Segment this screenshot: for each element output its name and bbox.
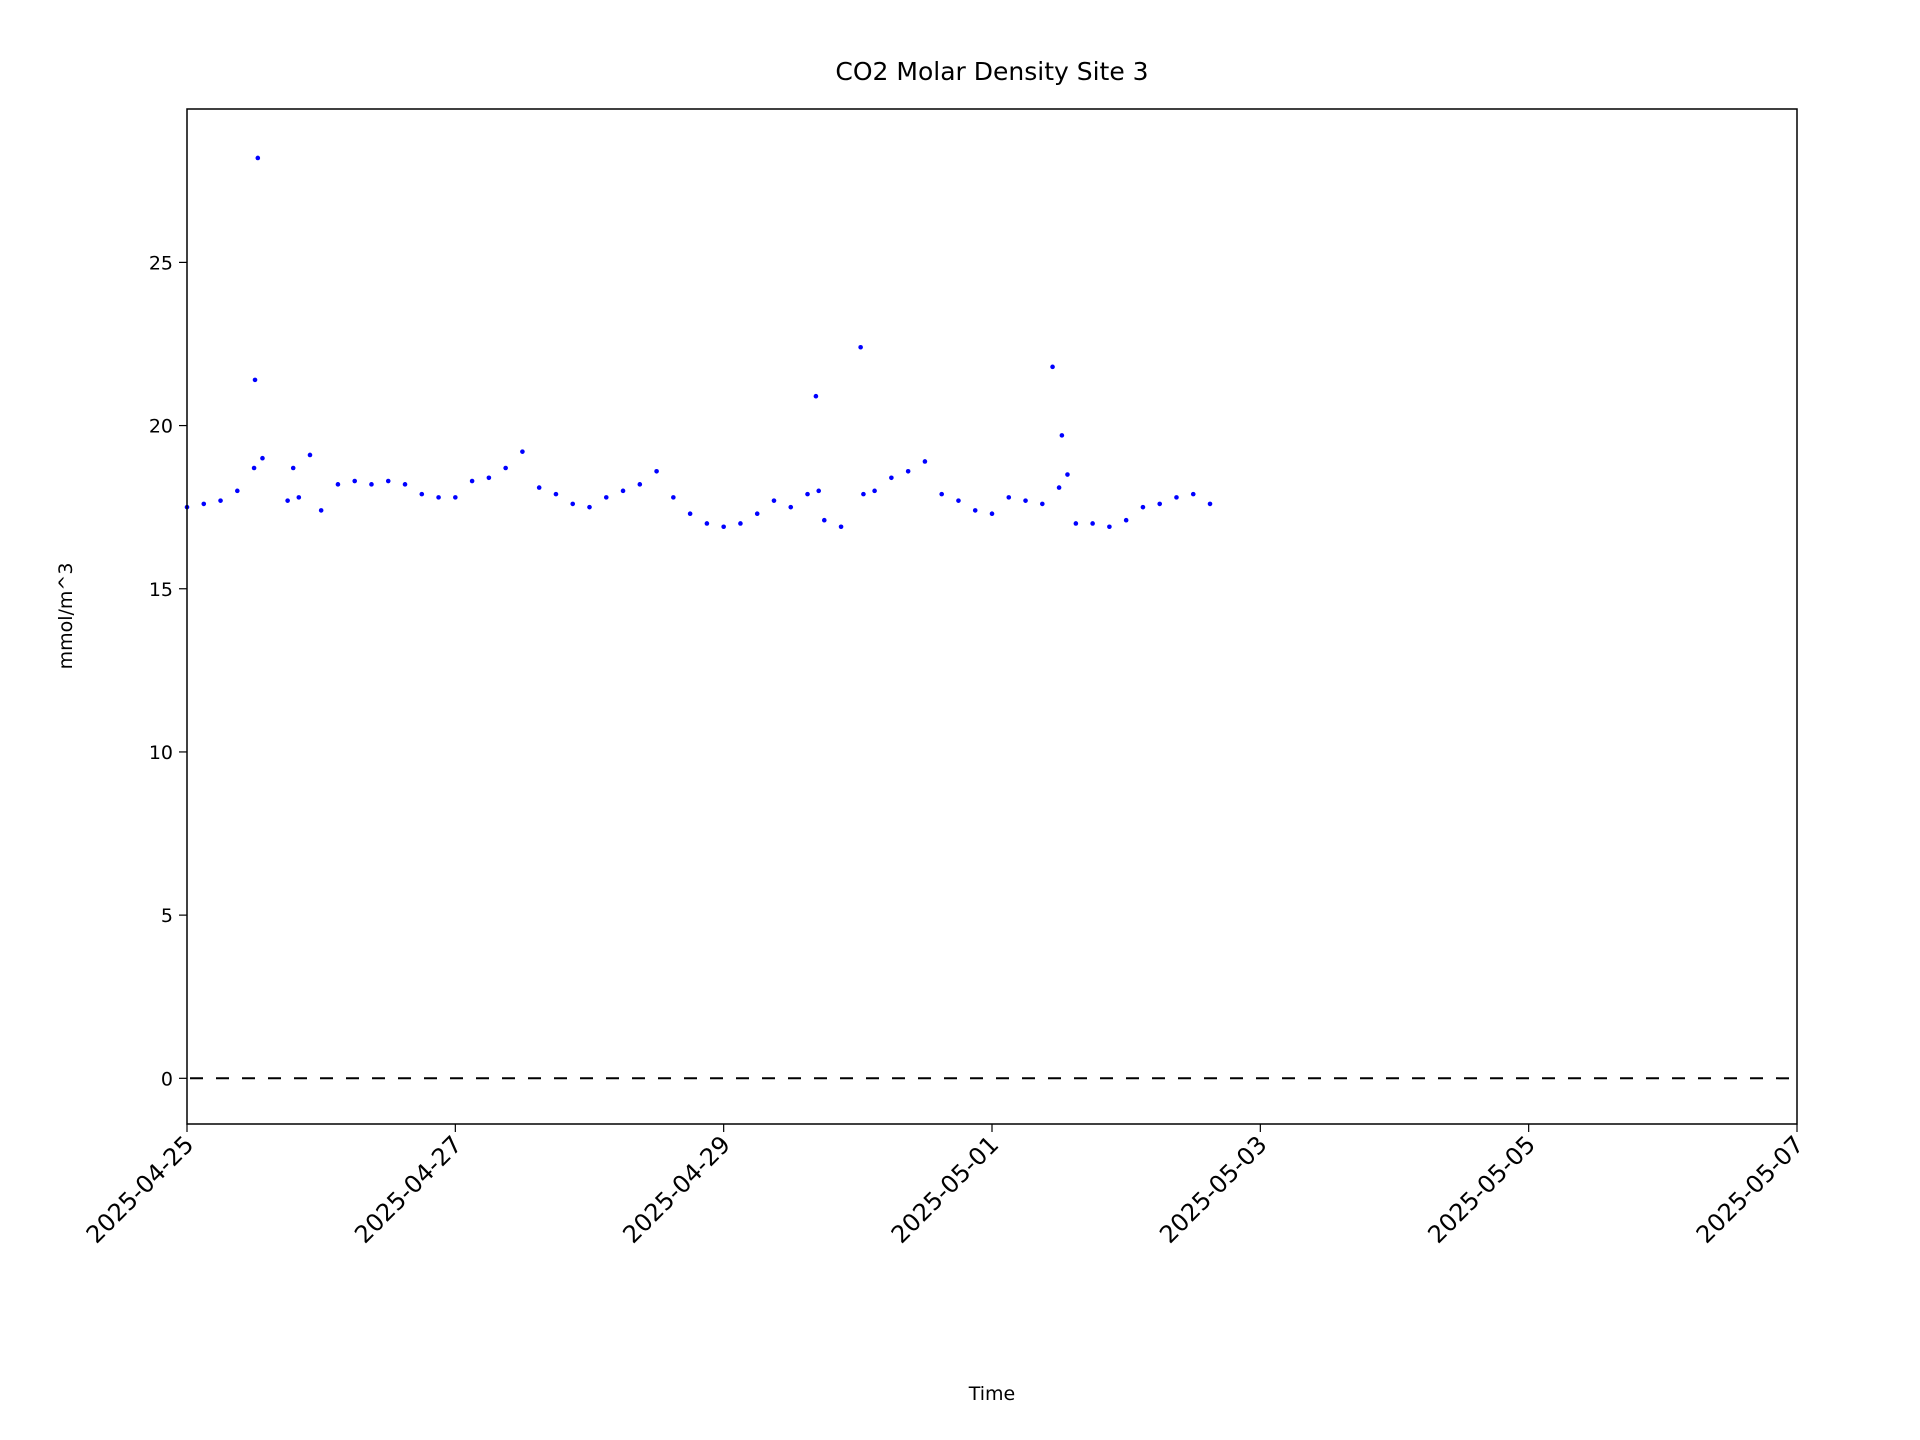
data-point (436, 495, 441, 500)
data-point (1140, 504, 1146, 510)
data-point (838, 524, 844, 530)
data-point (587, 504, 592, 510)
x-tick-label: 2025-05-05 (1422, 1130, 1540, 1248)
data-point (553, 491, 559, 497)
data-point (637, 482, 643, 487)
data-point (771, 498, 777, 503)
data-point (352, 478, 358, 484)
y-tick-label: 0 (161, 1068, 173, 1090)
data-point (1090, 521, 1095, 526)
data-point (296, 495, 302, 500)
data-point (861, 491, 866, 497)
data-point (872, 488, 877, 494)
data-point (1174, 495, 1179, 500)
data-point (704, 521, 710, 526)
chart-title: CO2 Molar Density Site 3 (835, 57, 1148, 86)
data-point (816, 488, 822, 494)
data-point (235, 488, 240, 494)
data-point (889, 475, 894, 481)
y-tick-label: 5 (161, 905, 173, 927)
y-axis-label: mmol/m^3 (55, 563, 77, 670)
data-point (1065, 472, 1070, 477)
data-point (290, 465, 296, 471)
data-point (285, 498, 290, 503)
data-point (1157, 501, 1163, 507)
data-point (1207, 501, 1213, 507)
data-point (939, 491, 944, 497)
data-point (453, 495, 458, 500)
data-point (821, 517, 827, 523)
data-point (1073, 521, 1079, 526)
y-tick-label: 10 (149, 742, 173, 764)
data-point (536, 485, 542, 490)
data-point (1059, 433, 1065, 438)
data-point (218, 498, 223, 503)
data-point (469, 478, 475, 484)
x-tick-label: 2025-04-29 (617, 1130, 735, 1248)
data-point (255, 155, 261, 161)
data-point (922, 459, 928, 464)
data-point (738, 521, 743, 526)
x-axis-label: Time (968, 1383, 1016, 1405)
data-point (1107, 524, 1112, 530)
x-tick-label: 2025-05-07 (1691, 1130, 1809, 1248)
data-point (307, 452, 313, 458)
data-point (419, 491, 425, 497)
data-point (788, 504, 794, 510)
data-point (1056, 485, 1062, 490)
data-point (754, 511, 760, 516)
data-point (905, 468, 911, 474)
data-point (721, 524, 726, 530)
x-tick-label: 2025-04-25 (81, 1130, 199, 1248)
data-point (805, 491, 810, 497)
data-point (318, 508, 324, 513)
y-tick-label: 25 (149, 252, 173, 274)
data-point (1006, 495, 1012, 500)
x-tick-label: 2025-04-27 (349, 1130, 467, 1248)
data-point (1023, 498, 1028, 503)
data-point (687, 511, 693, 516)
data-point (603, 495, 609, 500)
data-point (201, 501, 207, 507)
data-point (252, 377, 258, 383)
data-point (520, 449, 525, 454)
data-point (813, 393, 819, 399)
data-point (654, 468, 659, 474)
data-point (858, 344, 863, 350)
data-point (972, 508, 978, 513)
data-point (671, 495, 676, 500)
x-tick-label: 2025-05-03 (1154, 1130, 1272, 1248)
plot-frame (186, 108, 1798, 1125)
data-point (260, 455, 265, 461)
data-point (989, 511, 995, 516)
data-point (503, 465, 508, 471)
x-tick-label: 2025-05-01 (886, 1130, 1004, 1248)
data-point (335, 482, 341, 487)
data-point (251, 465, 257, 471)
data-point (369, 482, 374, 487)
data-point (956, 498, 961, 503)
data-point (1190, 491, 1196, 497)
data-point (385, 478, 391, 484)
data-point (1040, 501, 1045, 507)
data-point (1123, 517, 1129, 523)
data-point (620, 488, 626, 494)
data-point (402, 482, 408, 487)
y-tick-label: 20 (149, 416, 173, 438)
data-point (486, 475, 492, 481)
data-point (570, 501, 576, 507)
y-tick-label: 15 (149, 579, 173, 601)
data-point (1050, 364, 1055, 370)
